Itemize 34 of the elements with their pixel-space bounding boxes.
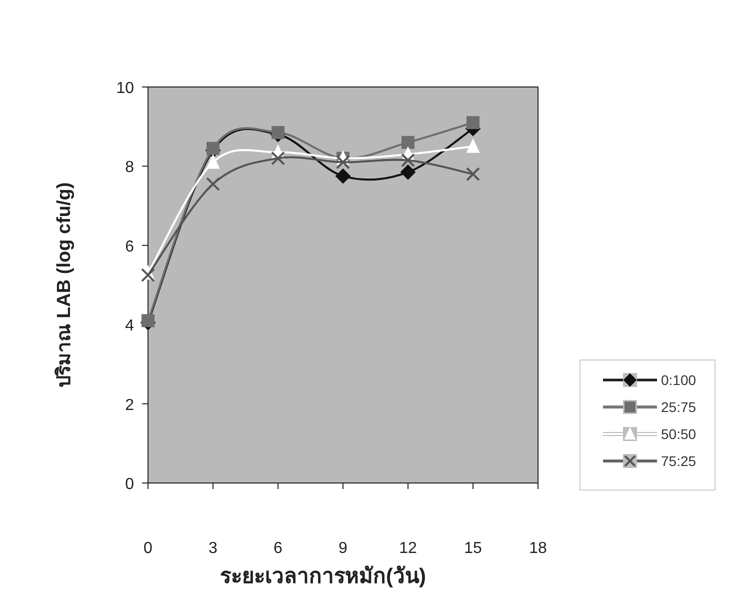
x-tick-label: 0: [144, 540, 153, 557]
point: [336, 155, 350, 170]
y-tick-label: 4: [125, 318, 134, 335]
legend-label: 25:75: [661, 399, 696, 415]
y-tick-label: 2: [125, 396, 134, 414]
y-tick-label: 10: [116, 80, 134, 97]
point: [142, 314, 154, 328]
legend-label: 75:25: [661, 453, 696, 469]
y-axis-title: ปริมาณ LAB (log cfu/g): [54, 182, 75, 388]
x-tick-label: 9: [338, 540, 348, 557]
point: [466, 138, 480, 153]
x-axis-title: ระยะเวลาการหมัก(วัน): [220, 565, 426, 588]
point: [401, 153, 415, 168]
x-tick-label: 15: [464, 540, 482, 557]
x-tick-label: 18: [529, 540, 547, 557]
point: [272, 126, 284, 140]
x-tick-label: 12: [399, 540, 417, 557]
point: [400, 164, 416, 180]
point: [141, 268, 155, 282]
point: [402, 136, 414, 149]
legend-label: 0:100: [661, 372, 696, 388]
point: [271, 151, 285, 166]
point: [206, 177, 220, 192]
x-tick-label: 3: [208, 540, 218, 557]
x-tick-label: 6: [274, 540, 283, 557]
point: [206, 142, 220, 155]
point: [336, 168, 350, 184]
point: [206, 154, 220, 169]
y-tick-label: 8: [125, 159, 134, 176]
y-tick-label: 0: [125, 476, 134, 493]
point: [466, 167, 480, 182]
point: [466, 116, 480, 130]
legend-label: 50:50: [661, 426, 696, 442]
y-tick-label: 6: [125, 238, 134, 256]
